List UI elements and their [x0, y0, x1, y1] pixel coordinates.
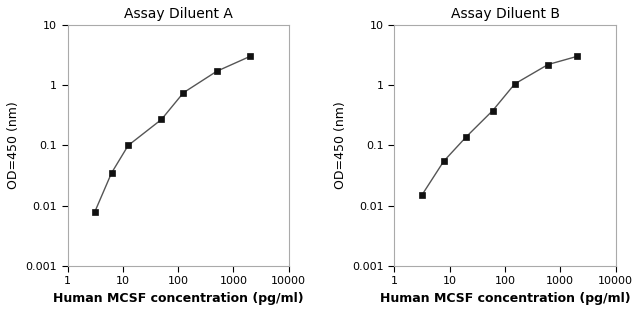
Title: Assay Diluent B: Assay Diluent B — [451, 7, 559, 21]
Title: Assay Diluent A: Assay Diluent A — [124, 7, 232, 21]
Y-axis label: OD=450 (nm): OD=450 (nm) — [334, 102, 347, 189]
X-axis label: Human MCSF concentration (pg/ml): Human MCSF concentration (pg/ml) — [52, 292, 303, 305]
X-axis label: Human MCSF concentration (pg/ml): Human MCSF concentration (pg/ml) — [380, 292, 630, 305]
Y-axis label: OD=450 (nm): OD=450 (nm) — [7, 102, 20, 189]
